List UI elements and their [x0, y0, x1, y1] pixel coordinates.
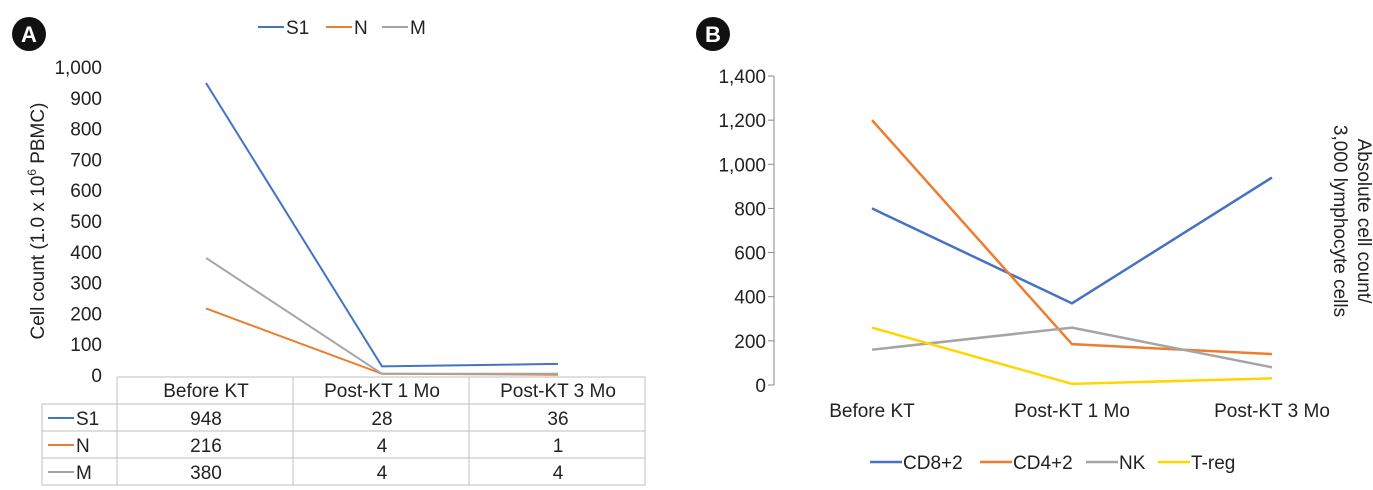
panel-a-legend-label-s1: S1 — [286, 18, 309, 39]
panel-a-series-line-s1 — [205, 82, 559, 368]
panel-a-table-cell: 28 — [371, 409, 392, 430]
panel-a-y-axis-title: Cell count (1.0 x 106 PBMC) — [25, 103, 49, 340]
panel-b-series-line-cd8-2 — [871, 176, 1273, 305]
panel-b-x-axis-label: Post-KT 3 Mo — [1214, 401, 1330, 422]
panel-a-badge — [12, 17, 46, 51]
panel-a-y-tick-label: 100 — [70, 335, 102, 356]
panel-b-x-axis-label: Before KT — [829, 401, 915, 422]
panel-a-y-tick-label: 800 — [70, 120, 102, 141]
panel-a-y-tick-label: 400 — [70, 243, 102, 264]
panel-b-badge-label: B — [705, 22, 721, 47]
panel-b-y-tick-label: 800 — [734, 199, 766, 220]
panel-b-legend-label: CD8+2 — [903, 453, 963, 474]
panel-a-y-ticks: 0 100 200 300 400 500 600 700 800 900 1,000 — [54, 58, 102, 387]
panel-a-y-tick-label: 300 — [70, 274, 102, 295]
panel-a-y-axis-title-part-2: PBMC) — [28, 103, 49, 170]
panel-b-y-tick-label: 1,200 — [718, 111, 766, 132]
panel-b-y-tick-label: 1,400 — [718, 67, 766, 88]
panel-b-legend-label: T-reg — [1191, 453, 1235, 474]
panel-a-legend-label-m: M — [410, 18, 426, 39]
panel-a-x-axis-label: Post-KT 1 Mo — [324, 381, 440, 402]
panel-b-badge — [696, 17, 730, 51]
panel-a-data-table: Before KT Post-KT 1 Mo Post-KT 3 Mo S1 948 28… — [41, 376, 646, 486]
panel-a-table-cell: 380 — [190, 463, 222, 484]
panel-a-series-line-m — [205, 257, 558, 375]
panel-b-y-tick-label: 200 — [734, 332, 766, 353]
panel-a-y-axis-title-exponent: 6 — [25, 169, 39, 176]
panel-b-y-tick-label: 1,000 — [718, 155, 766, 176]
panel-b-y-axis-title-line-2: 3,000 lymphocyte cells — [1329, 125, 1350, 317]
panel-a-y-tick-label: 200 — [70, 304, 102, 325]
panel-b-x-axis-labels: Before KT Post-KT 1 Mo Post-KT 3 Mo — [829, 401, 1330, 422]
panel-a-table-cell: 4 — [377, 436, 388, 457]
panel-a-x-axis-label: Post-KT 3 Mo — [500, 381, 616, 402]
panel-a-legend: S1 N M — [258, 18, 426, 39]
panel-a-y-tick-label: 1,000 — [54, 58, 102, 79]
panel-a: A S1 N M Cell count (1.0 x 106 PBMC) 01002… — [12, 17, 646, 486]
panel-a-legend-label-n: N — [354, 18, 368, 39]
panel-a-y-tick-label: 600 — [70, 181, 102, 202]
panel-b-y-axis-title-line-1: Absolute cell count/ — [1353, 139, 1373, 304]
panel-b-series-line-nk — [871, 326, 1273, 369]
panel-a-table-row-name: S1 — [76, 409, 99, 430]
panel-b-legend-label: CD4+2 — [1013, 453, 1073, 474]
panel-b-legend-label: NK — [1119, 453, 1146, 474]
panel-b-series-line-t-reg — [871, 326, 1273, 386]
panel-b: B Absolute cell count/ 3,000 lymphocyte … — [696, 17, 1373, 474]
panel-a-table-row-name: N — [76, 436, 90, 457]
panel-b-y-ticks: 0 200 400 600 800 1,000 1,200 1,400 — [718, 67, 775, 397]
panel-a-table-cell: 36 — [547, 409, 568, 430]
panel-a-y-axis-title-part-1: Cell count (1.0 x 10 — [28, 176, 49, 340]
panel-a-table-row-name: M — [76, 463, 92, 484]
panel-b-x-axis-label: Post-KT 1 Mo — [1014, 401, 1130, 422]
panel-b-y-tick-label: 0 — [755, 376, 766, 397]
panel-a-y-tick-label: 0 — [91, 366, 102, 387]
panel-b-legend: CD8+2 CD4+2 NK T-reg — [870, 453, 1235, 474]
panel-a-table-cell: 4 — [553, 463, 564, 484]
panel-a-badge-label: A — [21, 22, 37, 47]
panel-a-table-cell: 216 — [190, 436, 222, 457]
panel-a-plot-area — [205, 82, 559, 376]
panel-a-table-cell: 4 — [377, 463, 388, 484]
panel-a-x-axis-label: Before KT — [163, 381, 249, 402]
panel-a-table-cell: 1 — [553, 436, 564, 457]
panel-b-y-tick-label: 400 — [734, 288, 766, 309]
panel-b-plot-area — [871, 119, 1273, 386]
panel-b-series-line-cd4-2 — [871, 119, 1273, 356]
panel-a-y-tick-label: 700 — [70, 150, 102, 171]
panel-a-y-tick-label: 500 — [70, 212, 102, 233]
panel-a-y-tick-label: 900 — [70, 89, 102, 110]
panel-a-table-cell: 948 — [190, 409, 222, 430]
panel-b-y-tick-label: 600 — [734, 244, 766, 265]
